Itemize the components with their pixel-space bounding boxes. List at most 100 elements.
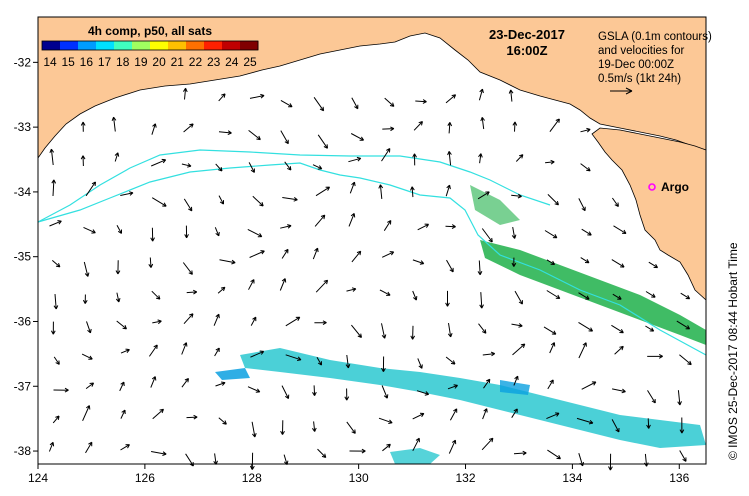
velocity-arrow-icon	[348, 213, 356, 227]
velocity-arrow-icon	[478, 88, 484, 101]
velocity-arrow-icon	[82, 405, 91, 422]
velocity-arrow-icon	[546, 259, 556, 265]
colorbar-segment	[150, 41, 169, 50]
colorbar-tick-label: 15	[62, 55, 76, 69]
velocity-arrow-icon	[611, 419, 620, 433]
velocity-arrow-icon	[478, 153, 483, 164]
velocity-arrow-icon	[445, 94, 457, 104]
velocity-arrow-icon	[511, 193, 522, 199]
velocity-arrow-icon	[48, 441, 55, 452]
velocity-arrow-icon	[547, 194, 559, 206]
velocity-arrow-icon	[477, 191, 490, 200]
velocity-arrow-icon	[151, 290, 161, 300]
x-tick-label: 130	[349, 471, 369, 485]
velocity-arrow-icon	[381, 251, 395, 258]
velocity-arrow-icon	[49, 148, 55, 166]
colorbar-gradient	[42, 41, 259, 50]
velocity-arrow-icon	[184, 225, 189, 239]
colorbar-segment	[42, 41, 61, 50]
legend-line-2: and velocities for	[598, 45, 684, 57]
velocity-arrow-icon	[181, 163, 192, 168]
velocity-arrow-icon	[415, 99, 427, 104]
velocity-arrow-icon	[513, 375, 519, 386]
colorbar-segment	[222, 41, 241, 50]
velocity-arrow-icon	[445, 290, 450, 307]
velocity-arrow-icon	[381, 323, 387, 339]
velocity-arrow-icon	[150, 227, 155, 242]
velocity-arrow-icon	[120, 348, 130, 354]
velocity-arrow-icon	[412, 259, 425, 265]
velocity-arrow-icon	[447, 122, 453, 134]
velocity-arrow-icon	[183, 198, 193, 212]
velocity-arrow-icon	[282, 197, 298, 202]
y-tick-label: -36	[14, 314, 32, 328]
velocity-arrow-icon	[281, 248, 289, 259]
colorbar-tick-label: 24	[225, 55, 239, 69]
velocity-arrow-icon	[346, 287, 357, 292]
velocity-arrow-icon	[111, 116, 117, 132]
velocity-arrow-icon	[511, 227, 517, 239]
velocity-arrow-icon	[85, 441, 93, 454]
velocity-arrow-icon	[647, 390, 656, 404]
colorbar-tick-label: 14	[43, 55, 57, 69]
velocity-arrow-icon	[119, 381, 125, 392]
argo-marker-icon	[648, 183, 656, 191]
velocity-arrow-icon	[512, 343, 526, 356]
plot-frame	[37, 16, 707, 465]
velocity-arrow-icon	[482, 351, 496, 357]
velocity-arrow-icon	[317, 448, 327, 458]
velocity-arrow-icon	[151, 158, 167, 167]
velocity-arrow-icon	[676, 320, 691, 330]
imos-credit: © IMOS 25-Dec-2017 08:44 Hobart Time	[726, 242, 740, 460]
colorbar-segment	[132, 41, 151, 50]
velocity-arrow-icon	[213, 313, 220, 326]
velocity-arrow-icon	[677, 390, 682, 406]
velocity-arrow-icon	[543, 326, 557, 335]
velocity-arrow-icon	[477, 260, 483, 276]
velocity-arrow-icon	[311, 421, 317, 432]
velocity-arrow-icon	[251, 421, 257, 438]
australia-land	[37, 16, 707, 160]
velocity-arrow-icon	[312, 247, 319, 260]
velocity-arrow-icon	[49, 220, 62, 227]
velocity-arrow-icon	[53, 356, 60, 365]
velocity-arrow-icon	[412, 437, 420, 452]
velocity-arrow-icon	[279, 278, 287, 291]
velocity-arrow-icon	[478, 323, 487, 334]
velocity-arrow-icon	[186, 414, 198, 420]
velocity-arrow-icon	[381, 356, 386, 372]
velocity-arrow-icon	[449, 408, 458, 421]
velocity-arrow-icon	[51, 260, 61, 268]
velocity-arrow-icon	[313, 97, 325, 112]
velocity-arrow-icon	[445, 224, 456, 229]
eastern-land	[591, 127, 707, 301]
velocity-arrow-icon	[314, 214, 326, 227]
velocity-arrow-icon	[218, 130, 232, 136]
colorbar-tick-label: 21	[171, 55, 185, 69]
velocity-arrow-icon	[679, 354, 692, 366]
velocity-arrow-icon	[482, 408, 488, 420]
velocity-arrow-icon	[85, 181, 96, 197]
y-tick-label: -35	[14, 250, 32, 264]
velocity-arrow-icon	[513, 450, 527, 456]
sst-patches	[215, 185, 706, 464]
x-tick-label: 134	[562, 471, 582, 485]
colorbar-segment	[78, 41, 97, 50]
velocity-arrow-icon	[53, 294, 59, 310]
velocity-arrow-icon	[578, 342, 587, 359]
velocity-arrow-icon	[479, 292, 484, 309]
velocity-arrow-icon	[549, 118, 560, 132]
velocity-arrow-icon	[285, 316, 301, 327]
argo-float[interactable]: Argo	[648, 180, 689, 194]
velocity-arrow-icon	[580, 163, 591, 172]
colorbar: 4h comp, p50, all sats 14 15 16 17 18 19 20 21 2…	[41, 24, 259, 69]
velocity-arrow-icon	[412, 153, 417, 166]
velocity-arrow-icon	[508, 89, 514, 102]
velocity-arrow-icon	[183, 313, 194, 325]
colorbar-tick-label: 18	[116, 55, 130, 69]
velocity-arrow-icon	[53, 387, 69, 393]
velocity-arrow-icon	[349, 448, 366, 454]
velocity-arrow-icon	[151, 123, 157, 135]
velocity-arrow-icon	[82, 294, 88, 304]
